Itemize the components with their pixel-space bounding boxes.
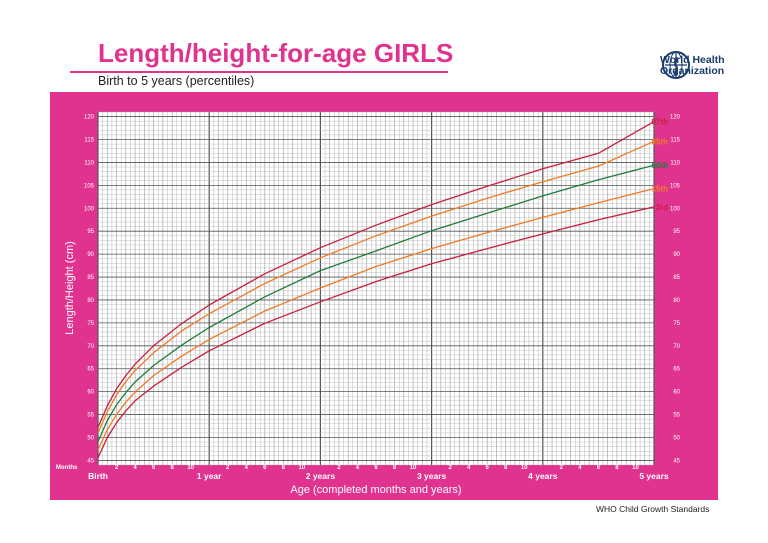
y-tick-label-right: 60 <box>673 390 680 396</box>
month-tick-label: 10 <box>299 465 306 471</box>
series-line-3rd <box>97 206 655 458</box>
year-tick-label: 5 years <box>639 471 669 481</box>
footer-text: WHO Child Growth Standards <box>596 504 710 514</box>
month-tick-label: 10 <box>632 465 639 471</box>
y-tick-label-left: 105 <box>84 183 95 189</box>
month-tick-label: 8 <box>170 465 174 471</box>
who-logo-icon <box>662 51 690 79</box>
y-tick-label-right: 85 <box>673 275 680 281</box>
year-tick-label: 3 years <box>417 471 447 481</box>
y-tick-label-right: 105 <box>670 183 681 189</box>
month-tick-label: 8 <box>504 465 508 471</box>
axis-labels: 45 45 50 50 55 55 60 60 65 65 70 70 75 75 80 80 85 85 90 90… <box>84 115 681 481</box>
y-tick-label-left: 115 <box>84 138 94 144</box>
y-tick-label-right: 70 <box>673 344 680 350</box>
year-tick-label: Birth <box>88 471 108 481</box>
y-tick-label-right: 75 <box>673 321 680 327</box>
y-tick-label-left: 70 <box>87 344 94 350</box>
month-tick-label: 2 <box>337 465 341 471</box>
y-tick-label-left: 55 <box>87 413 94 419</box>
y-axis-label: Length/Height (cm) <box>64 241 76 335</box>
month-tick-label: 10 <box>187 465 194 471</box>
series-line-97th <box>97 121 655 428</box>
month-tick-label: 10 <box>521 465 528 471</box>
month-tick-label: 8 <box>393 465 397 471</box>
month-tick-label: 6 <box>152 465 156 471</box>
month-tick-label: 4 <box>356 465 360 471</box>
y-tick-label-right: 80 <box>673 298 680 304</box>
x-units-label: Months <box>56 465 78 471</box>
month-tick-label: 8 <box>615 465 619 471</box>
series-lines: 97th 85th 50th 15th 3rd <box>97 118 669 458</box>
y-tick-label-left: 50 <box>87 435 94 441</box>
month-tick-label: 2 <box>115 465 119 471</box>
month-tick-label: 4 <box>245 465 249 471</box>
month-tick-label: 8 <box>282 465 286 471</box>
month-tick-label: 6 <box>486 465 490 471</box>
month-tick-label: 4 <box>578 465 582 471</box>
y-tick-label-left: 65 <box>87 367 94 373</box>
y-tick-label-left: 120 <box>84 115 95 121</box>
y-tick-label-right: 110 <box>670 160 680 166</box>
year-tick-label: 4 years <box>528 471 558 481</box>
y-tick-label-right: 65 <box>673 367 680 373</box>
y-tick-label-left: 95 <box>87 229 94 235</box>
y-tick-label-right: 120 <box>670 115 681 121</box>
y-tick-label-left: 100 <box>84 206 95 212</box>
month-tick-label: 4 <box>133 465 137 471</box>
month-tick-label: 6 <box>263 465 267 471</box>
series-label-3rd: 3rd <box>656 203 669 212</box>
y-tick-label-right: 115 <box>670 138 680 144</box>
y-tick-label-left: 85 <box>87 275 94 281</box>
org-name: World Health Organization <box>660 55 725 77</box>
y-tick-label-right: 100 <box>670 206 681 212</box>
y-tick-label-left: 90 <box>87 252 94 258</box>
x-axis-label: Age (completed months and years) <box>290 484 461 496</box>
chart-subtitle: Birth to 5 years (percentiles) <box>98 74 255 88</box>
y-tick-label-right: 50 <box>673 435 680 441</box>
series-line-85th <box>97 140 655 434</box>
month-tick-label: 2 <box>448 465 452 471</box>
month-tick-label: 6 <box>374 465 378 471</box>
month-tick-label: 2 <box>560 465 564 471</box>
y-tick-label-right: 55 <box>673 413 680 419</box>
y-tick-label-left: 75 <box>87 321 94 327</box>
series-line-15th <box>97 187 655 451</box>
org-name-line1: World Health <box>660 54 725 66</box>
month-tick-label: 2 <box>226 465 230 471</box>
month-tick-label: 10 <box>410 465 417 471</box>
y-tick-label-left: 60 <box>87 390 94 396</box>
chart-title: Length/height-for-age GIRLS <box>98 38 454 68</box>
series-label-50th: 50th <box>652 161 669 170</box>
y-tick-label-left: 110 <box>84 160 94 166</box>
grid <box>97 111 655 466</box>
year-tick-label: 1 year <box>197 471 222 481</box>
y-tick-label-left: 45 <box>87 458 94 464</box>
series-label-97th: 97th <box>652 118 669 127</box>
series-line-50th <box>97 164 655 442</box>
org-name-line2: Organization <box>660 65 725 77</box>
y-tick-label-right: 90 <box>673 252 680 258</box>
month-tick-label: 6 <box>597 465 601 471</box>
title-rule <box>70 71 448 73</box>
series-label-15th: 15th <box>652 185 669 194</box>
y-tick-label-right: 95 <box>673 229 680 235</box>
y-tick-label-left: 80 <box>87 298 94 304</box>
month-tick-label: 4 <box>467 465 471 471</box>
series-label-85th: 85th <box>652 137 669 146</box>
y-tick-label-right: 45 <box>673 458 680 464</box>
year-tick-label: 2 years <box>306 471 336 481</box>
